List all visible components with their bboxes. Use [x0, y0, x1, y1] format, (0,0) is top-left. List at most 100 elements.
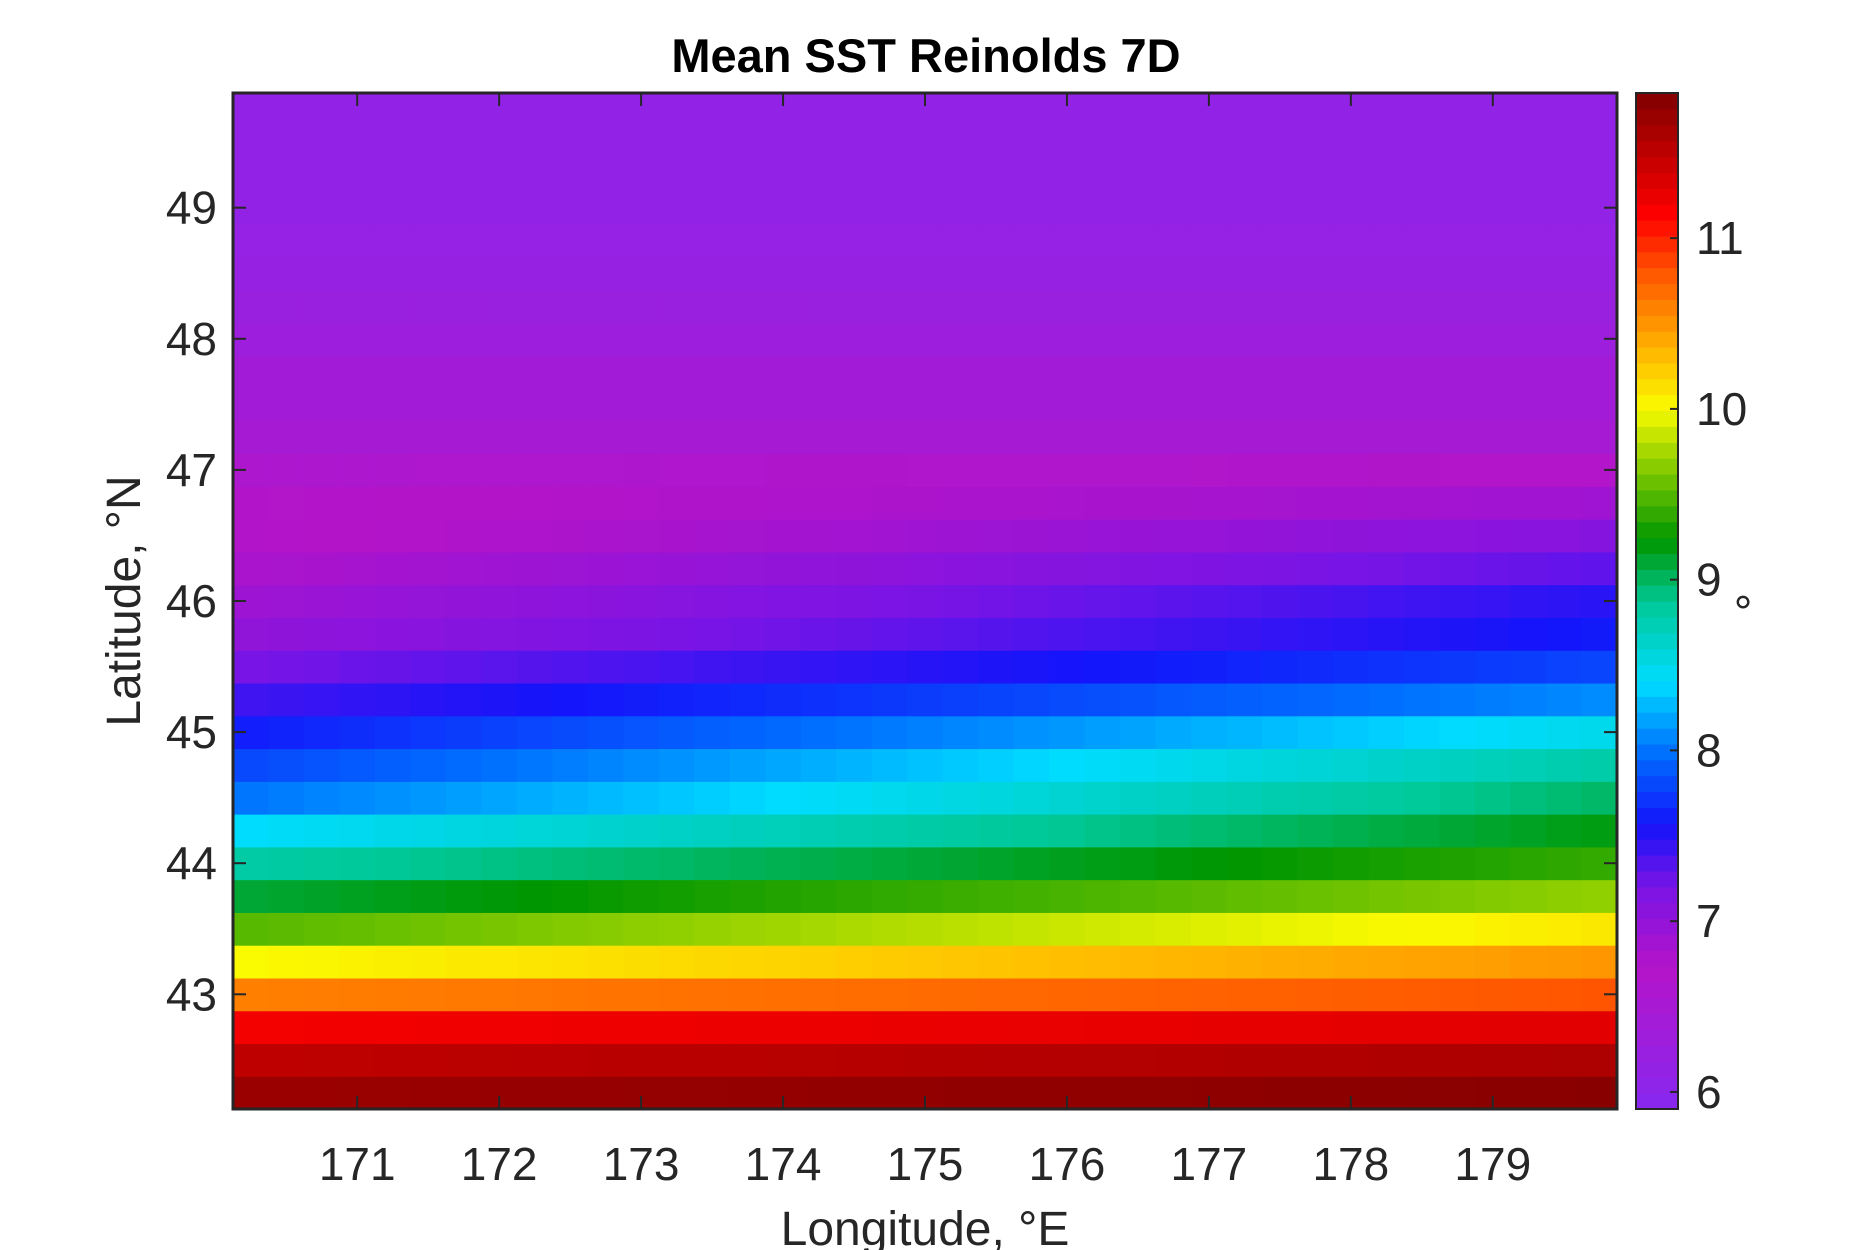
heatmap-cell [233, 912, 270, 946]
colorbar-swatch [1636, 902, 1678, 920]
heatmap-cell [1013, 486, 1050, 520]
heatmap-cell [871, 1043, 908, 1077]
heatmap-cell [1084, 682, 1121, 717]
colorbar-swatch [1636, 347, 1678, 364]
heatmap-cell [552, 879, 589, 913]
heatmap-cell [1581, 650, 1618, 684]
heatmap-cell [942, 486, 979, 520]
heatmap-cell [445, 682, 483, 717]
heatmap-cell [339, 682, 376, 717]
heatmap-cell [1404, 682, 1441, 717]
heatmap-cell [268, 584, 305, 618]
heatmap-cell [516, 584, 553, 618]
heatmap-cell [552, 1010, 589, 1045]
heatmap-cell [552, 977, 589, 1012]
heatmap-cell [339, 125, 376, 160]
heatmap-cell [445, 289, 483, 324]
heatmap-cell [1191, 781, 1228, 815]
heatmap-cell [1404, 617, 1441, 651]
colorbar-swatch [1636, 966, 1678, 983]
heatmap-cell [1297, 1076, 1334, 1110]
heatmap-cell [1226, 125, 1263, 160]
heatmap-cell [1546, 1076, 1583, 1110]
heatmap-cell [1510, 879, 1547, 913]
heatmap-cell [658, 682, 695, 717]
heatmap-cell [233, 256, 270, 291]
heatmap-cell [1191, 125, 1228, 160]
heatmap-cell [1475, 781, 1512, 815]
heatmap-cell [907, 814, 944, 848]
heatmap-cell [1581, 1076, 1618, 1110]
heatmap-cell [587, 781, 624, 815]
heatmap-cell [410, 256, 447, 291]
heatmap-cell [1581, 125, 1618, 160]
heatmap-cell [1155, 617, 1192, 651]
heatmap-cell [303, 715, 341, 750]
heatmap-cell [410, 486, 447, 520]
heatmap-cell [1333, 617, 1370, 651]
heatmap-cell [1333, 387, 1370, 422]
heatmap-cell [268, 224, 305, 258]
heatmap-cell [1120, 486, 1157, 520]
heatmap-cell [410, 551, 447, 586]
heatmap-cell [871, 256, 908, 291]
heatmap-cell [516, 814, 553, 848]
heatmap-cell [587, 224, 624, 258]
heatmap-cell [481, 486, 518, 520]
heatmap-cell [516, 191, 553, 225]
heatmap-cell [942, 715, 979, 750]
heatmap-cell [233, 125, 270, 160]
heatmap-cell [410, 453, 447, 487]
heatmap-cell [1226, 387, 1263, 422]
heatmap-cell [1120, 289, 1157, 324]
heatmap-cell [907, 289, 944, 324]
heatmap-cell [765, 650, 802, 684]
heatmap-cell [1439, 551, 1476, 586]
heatmap-cell [1226, 93, 1263, 127]
heatmap-cell [836, 289, 873, 324]
heatmap-cell [836, 224, 873, 258]
heatmap-cell [1439, 191, 1476, 225]
heatmap-cell [694, 977, 731, 1012]
heatmap-cell [1226, 945, 1263, 979]
heatmap-cell [729, 748, 766, 782]
heatmap-cell [516, 289, 553, 324]
heatmap-cell [623, 650, 660, 684]
heatmap-cell [1226, 912, 1263, 946]
heatmap-cell [1368, 945, 1405, 979]
colorbar-swatch [1636, 870, 1678, 888]
heatmap-cell [268, 453, 305, 487]
heatmap-cell [587, 289, 624, 324]
heatmap-cell [481, 191, 518, 225]
heatmap-cell [374, 912, 412, 946]
colorbar-swatch [1636, 220, 1678, 237]
heatmap-cell [1049, 650, 1086, 684]
heatmap-cell [268, 977, 305, 1012]
heatmap-cell [1368, 977, 1405, 1012]
heatmap-cell [445, 551, 483, 586]
heatmap-cell [1404, 551, 1441, 586]
heatmap-cell [1297, 125, 1334, 160]
heatmap-cell [1262, 256, 1299, 291]
heatmap-cell [1120, 125, 1157, 160]
heatmap-cell [836, 1076, 873, 1110]
heatmap-cell [1404, 977, 1441, 1012]
heatmap-cell [1297, 945, 1334, 979]
heatmap-cell [800, 158, 837, 192]
heatmap-cell [1546, 387, 1583, 422]
heatmap-cell [1510, 1043, 1547, 1077]
colorbar-swatch [1636, 775, 1678, 793]
heatmap-cell [658, 420, 695, 455]
heatmap-cell [552, 224, 589, 258]
colorbar-swatch [1636, 331, 1678, 348]
heatmap-cell [658, 879, 695, 913]
heatmap-cell [1404, 715, 1441, 750]
colorbar-swatch [1636, 172, 1678, 189]
heatmap-cell [1475, 846, 1512, 881]
heatmap-cell [516, 256, 553, 291]
heatmap-cell [1510, 584, 1547, 618]
heatmap-cell [800, 191, 837, 225]
heatmap-cell [623, 584, 660, 618]
heatmap-cell [871, 551, 908, 586]
heatmap-cell [1404, 158, 1441, 192]
